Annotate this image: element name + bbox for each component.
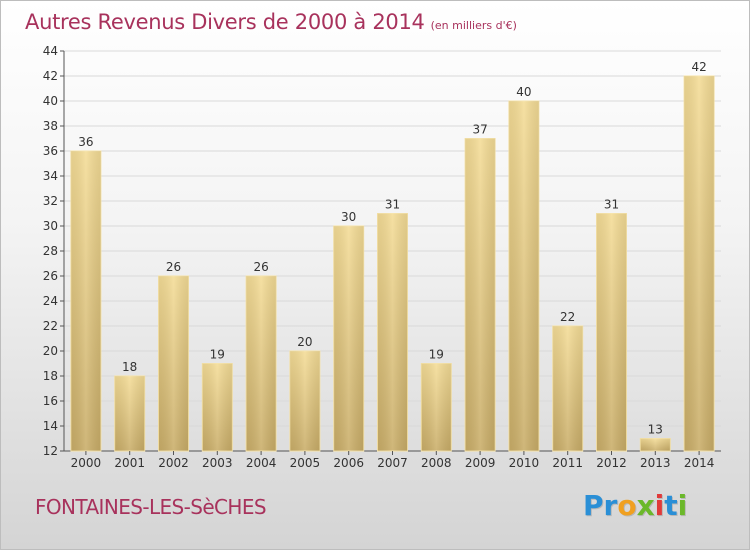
x-tick-label-2000: 2000: [71, 456, 102, 470]
logo-letter: i: [654, 489, 665, 522]
y-tick-label: 22: [43, 319, 58, 333]
y-tick-label: 16: [43, 394, 58, 408]
value-label-2004: 26: [253, 260, 268, 274]
value-label-2010: 40: [516, 85, 531, 99]
value-label-2011: 22: [560, 310, 575, 324]
value-label-2003: 19: [210, 348, 225, 362]
x-tick-label-2012: 2012: [596, 456, 627, 470]
value-label-2012: 31: [604, 198, 619, 212]
y-tick-label: 28: [43, 244, 58, 258]
value-label-2007: 31: [385, 198, 400, 212]
value-label-2013: 13: [648, 423, 663, 437]
value-label-2005: 20: [297, 335, 312, 349]
bar-shade-2004: [246, 276, 277, 451]
x-tick-label-2011: 2011: [552, 456, 583, 470]
x-tick-label-2013: 2013: [640, 456, 671, 470]
y-tick-label: 18: [43, 369, 58, 383]
logo-letter: o: [617, 489, 637, 522]
bar-shade-2007: [377, 213, 408, 451]
y-tick-label: 24: [43, 294, 58, 308]
y-tick-label: 38: [43, 119, 58, 133]
value-label-2006: 30: [341, 210, 356, 224]
x-tick-label-2005: 2005: [290, 456, 321, 470]
x-tick-label-2007: 2007: [377, 456, 408, 470]
commune-name: FONTAINES-LES-SèCHES: [35, 495, 267, 519]
bar-shade-2014: [684, 76, 715, 451]
bar-shade-2005: [289, 351, 320, 451]
value-label-2000: 36: [78, 135, 93, 149]
y-tick-label: 30: [43, 219, 58, 233]
logo-letter: t: [664, 489, 678, 522]
y-tick-label: 26: [43, 269, 58, 283]
bar-shade-2012: [596, 213, 627, 451]
x-tick-label-2008: 2008: [421, 456, 452, 470]
logo-letter: i: [677, 489, 688, 522]
x-tick-label-2004: 2004: [246, 456, 277, 470]
bar-shade-2011: [552, 326, 583, 451]
x-tick-label-2009: 2009: [465, 456, 496, 470]
proxiti-logo: Proxiti: [583, 489, 687, 522]
y-tick-label: 12: [43, 444, 58, 458]
logo-letter: x: [636, 489, 655, 522]
logo-letter: P: [583, 489, 604, 522]
value-label-2008: 19: [429, 348, 444, 362]
y-tick-label: 20: [43, 344, 58, 358]
chart-title-text: Autres Revenus Divers de 2000 à 2014: [25, 10, 425, 34]
value-label-2014: 42: [691, 60, 706, 74]
chart-subtitle: (en milliers d'€): [430, 19, 517, 32]
bar-shade-2009: [465, 138, 496, 451]
bar-shade-2000: [70, 151, 101, 451]
chart-title: Autres Revenus Divers de 2000 à 2014 (en …: [25, 10, 517, 34]
x-tick-label-2010: 2010: [509, 456, 540, 470]
bar-shade-2002: [158, 276, 189, 451]
value-label-2002: 26: [166, 260, 181, 274]
y-tick-label: 14: [43, 419, 58, 433]
bar-shade-2003: [202, 363, 233, 451]
bar-shade-2010: [508, 101, 539, 451]
value-label-2001: 18: [122, 360, 137, 374]
y-tick-label: 40: [43, 94, 58, 108]
x-tick-label-2002: 2002: [158, 456, 189, 470]
logo-letter: r: [603, 489, 618, 522]
value-label-2009: 37: [472, 123, 487, 137]
x-tick-label-2006: 2006: [333, 456, 364, 470]
y-tick-label: 32: [43, 194, 58, 208]
y-tick-label: 36: [43, 144, 58, 158]
y-tick-label: 42: [43, 69, 58, 83]
bar-shade-2001: [114, 376, 145, 451]
x-tick-label-2001: 2001: [114, 456, 145, 470]
bar-shade-2013: [640, 438, 671, 451]
y-tick-label: 44: [43, 44, 58, 58]
x-tick-label-2003: 2003: [202, 456, 233, 470]
bar-shade-2006: [333, 226, 364, 451]
x-tick-label-2014: 2014: [684, 456, 715, 470]
y-tick-label: 34: [43, 169, 58, 183]
bar-shade-2008: [421, 363, 452, 451]
